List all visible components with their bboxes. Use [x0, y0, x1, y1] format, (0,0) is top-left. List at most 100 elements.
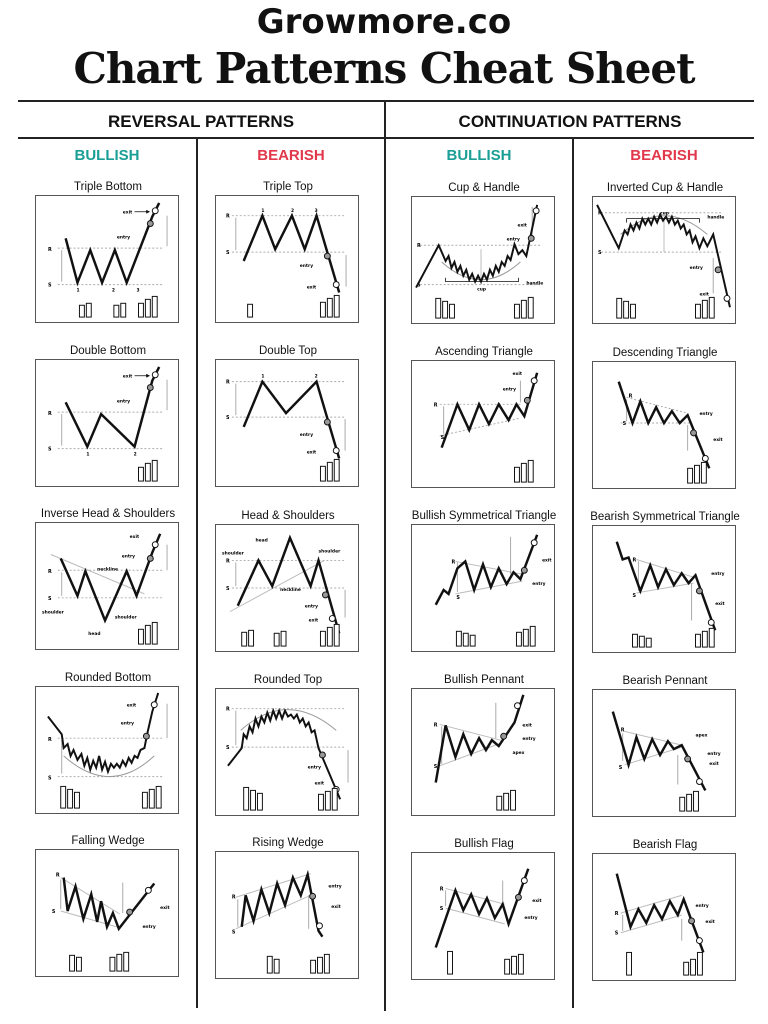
svg-text:entry: entry — [690, 265, 703, 271]
divider-main — [384, 101, 386, 1011]
pattern-chart: R S entry exit — [592, 525, 736, 653]
svg-text:R: R — [598, 211, 602, 217]
divider-continuation — [572, 138, 574, 1008]
svg-text:entry: entry — [532, 581, 545, 587]
pattern-title: Double Top — [259, 345, 317, 357]
svg-text:handle: handle — [707, 215, 724, 221]
pattern-chart: R S 1 2 3 entry exit — [215, 195, 359, 323]
svg-text:exit: exit — [715, 601, 724, 607]
svg-text:S: S — [623, 421, 627, 427]
svg-text:S: S — [456, 595, 460, 601]
svg-text:1: 1 — [76, 287, 79, 293]
svg-text:S: S — [48, 776, 52, 782]
column-reversal-bullish: BULLISH — [74, 147, 140, 164]
svg-text:R: R — [434, 402, 438, 408]
svg-text:exit: exit — [160, 905, 169, 911]
svg-text:R: R — [48, 569, 52, 575]
svg-text:exit: exit — [709, 761, 718, 767]
pattern-title: Bullish Symmetrical Triangle — [411, 510, 557, 522]
svg-text:S: S — [619, 765, 623, 771]
pattern-title: Descending Triangle — [612, 347, 718, 359]
svg-text:S: S — [48, 596, 52, 602]
svg-text:exit: exit — [123, 210, 132, 216]
svg-text:apex: apex — [513, 751, 525, 756]
svg-text:R: R — [621, 727, 625, 733]
svg-text:R: R — [633, 557, 637, 563]
svg-text:entry: entry — [707, 751, 720, 757]
svg-text:exit: exit — [123, 374, 132, 380]
section-continuation: CONTINUATION PATTERNS — [458, 112, 682, 131]
svg-text:entry: entry — [696, 903, 709, 909]
pattern-chart: R S exit entry — [411, 360, 555, 488]
svg-text:exit: exit — [517, 223, 526, 229]
svg-text:exit: exit — [542, 557, 551, 563]
pattern-title: Bullish Flag — [454, 838, 514, 850]
divider-top — [18, 100, 754, 102]
section-reversal: REVERSAL PATTERNS — [107, 112, 295, 131]
svg-text:S: S — [615, 931, 619, 937]
pattern-title: Bearish Flag — [632, 839, 698, 851]
svg-text:S: S — [226, 250, 230, 256]
column-continuation-bullish: BULLISH — [446, 147, 512, 164]
pattern-chart: R S entry exit — [215, 851, 359, 979]
pattern-title: Bearish Pennant — [622, 675, 708, 687]
svg-text:S: S — [48, 447, 52, 453]
pattern-chart: R S exit entry 1 2 — [35, 359, 179, 487]
svg-text:S: S — [598, 250, 602, 256]
svg-text:R: R — [226, 707, 230, 713]
svg-text:1: 1 — [86, 451, 89, 457]
svg-text:R: R — [417, 243, 421, 249]
svg-text:exit: exit — [130, 534, 139, 540]
svg-text:R: R — [434, 722, 438, 728]
svg-text:R: R — [226, 558, 230, 564]
svg-text:S: S — [441, 435, 445, 441]
svg-text:2: 2 — [112, 287, 115, 293]
svg-text:exit: exit — [127, 703, 136, 709]
pattern-title: Head & Shoulders — [241, 510, 335, 522]
svg-text:cup: cup — [660, 212, 669, 217]
r-label: R — [48, 247, 52, 253]
svg-text:entry: entry — [503, 387, 516, 393]
svg-text:entry: entry — [328, 883, 341, 889]
svg-text:S: S — [633, 593, 637, 599]
svg-text:entry: entry — [300, 432, 313, 438]
svg-text:shoulder: shoulder — [222, 551, 245, 557]
pattern-title: Triple Bottom — [74, 181, 142, 193]
pattern-chart: R S exit entry neckline shoulder head sh… — [35, 522, 179, 650]
svg-text:entry: entry — [305, 604, 318, 610]
svg-text:S: S — [226, 415, 230, 421]
svg-text:2: 2 — [134, 451, 137, 457]
svg-text:shoulder: shoulder — [319, 549, 342, 555]
svg-text:apex: apex — [696, 733, 708, 738]
svg-text:R: R — [48, 411, 52, 417]
svg-text:exit: exit — [532, 898, 541, 904]
svg-text:S: S — [226, 745, 230, 751]
pattern-chart: R S cup handle entry exit — [592, 196, 736, 324]
svg-text:exit: exit — [315, 780, 324, 786]
pattern-chart: R S exit entry — [35, 849, 179, 977]
pattern-title: Double Bottom — [69, 345, 147, 357]
svg-text:exit: exit — [331, 904, 340, 910]
pattern-title: Bearish Symmetrical Triangle — [590, 511, 740, 523]
pattern-chart: R S 1 2 entry exit — [215, 359, 359, 487]
svg-text:entry: entry — [507, 236, 520, 242]
svg-text:S: S — [226, 586, 230, 592]
svg-text:entry: entry — [524, 915, 537, 921]
svg-text:R: R — [48, 737, 52, 743]
pattern-title: Falling Wedge — [71, 835, 145, 847]
pattern-title: Inverse Head & Shoulders — [40, 508, 176, 520]
svg-text:neckline: neckline — [280, 587, 301, 593]
svg-text:entry: entry — [121, 720, 134, 726]
svg-text:handle: handle — [526, 281, 543, 287]
svg-text:neckline: neckline — [97, 566, 118, 572]
svg-text:S: S — [52, 909, 56, 915]
svg-text:S: S — [417, 283, 421, 289]
page-title: Chart Patterns Cheat Sheet — [73, 44, 695, 93]
svg-text:S: S — [440, 906, 444, 912]
svg-text:exit: exit — [522, 722, 531, 728]
svg-text:entry: entry — [711, 571, 724, 577]
svg-text:R: R — [629, 393, 633, 399]
svg-text:entry: entry — [699, 411, 712, 417]
svg-text:entry: entry — [522, 736, 535, 742]
divider-sections — [18, 137, 754, 139]
